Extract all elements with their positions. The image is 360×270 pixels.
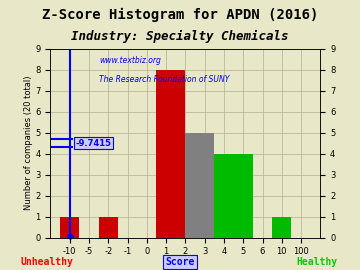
- Text: Industry: Specialty Chemicals: Industry: Specialty Chemicals: [71, 30, 289, 43]
- Text: Z-Score Histogram for APDN (2016): Z-Score Histogram for APDN (2016): [42, 8, 318, 22]
- Bar: [99, 217, 118, 238]
- Text: Unhealthy: Unhealthy: [21, 257, 73, 267]
- Y-axis label: Number of companies (20 total): Number of companies (20 total): [23, 76, 32, 210]
- Bar: [185, 133, 214, 238]
- Text: Healthy: Healthy: [296, 257, 337, 267]
- Bar: [60, 217, 79, 238]
- Bar: [214, 154, 253, 238]
- Bar: [272, 217, 292, 238]
- Text: Score: Score: [165, 257, 195, 267]
- Text: The Research Foundation of SUNY: The Research Foundation of SUNY: [99, 75, 229, 84]
- Text: -9.7415: -9.7415: [76, 139, 112, 148]
- Text: www.textbiz.org: www.textbiz.org: [99, 56, 161, 65]
- Bar: [157, 70, 185, 238]
